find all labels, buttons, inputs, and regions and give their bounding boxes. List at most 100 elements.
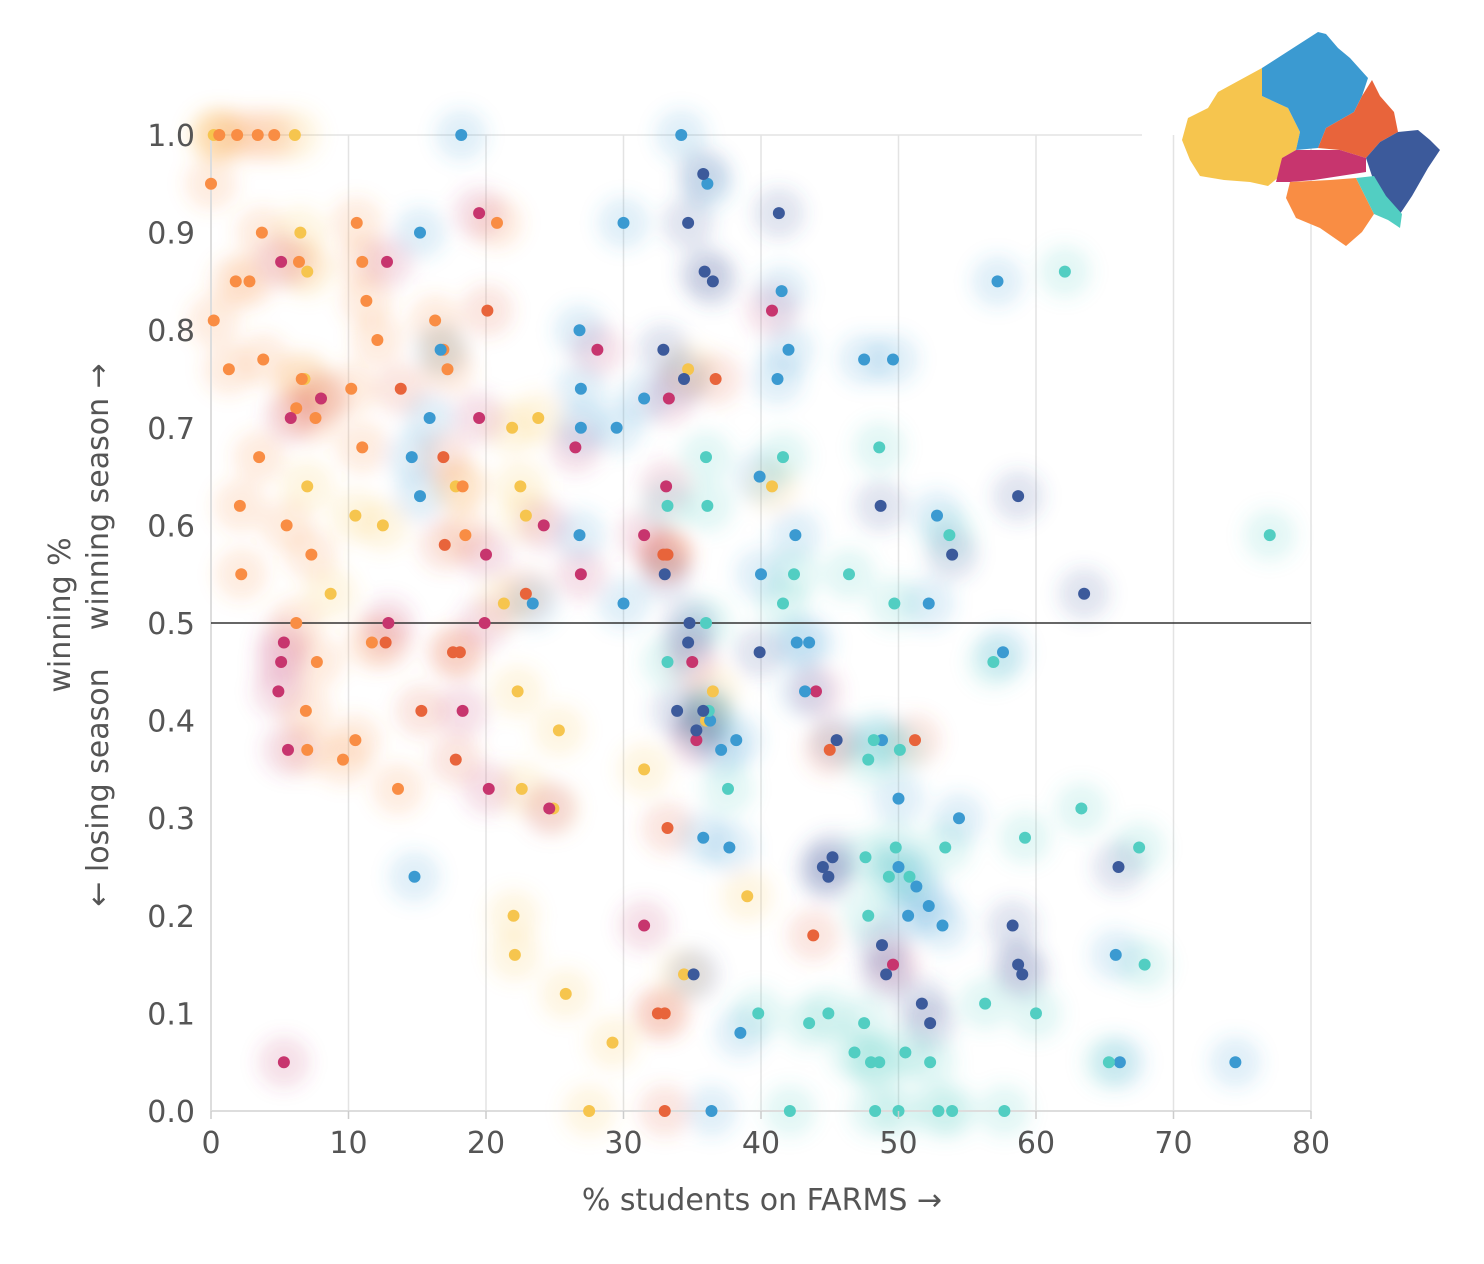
y-tick-label: 1.0 [147,119,195,154]
data-point [678,968,690,981]
y-tick-label: 0.8 [147,314,195,349]
x-axis-title: % students on FARMS → [582,1183,942,1218]
data-point [1030,1007,1042,1020]
data-point [715,743,728,756]
data-point [437,451,450,464]
data-point [997,646,1009,659]
data-point [690,734,703,747]
data-point [295,373,308,385]
data-point [922,597,935,610]
x-tick-label: 30 [604,1126,642,1161]
data-point [638,763,651,776]
data-point [222,363,235,376]
data-point [697,831,710,844]
data-point [771,373,784,385]
data-point [481,304,494,317]
data-point [277,1056,290,1069]
data-point [290,617,303,629]
data-point [706,275,719,288]
data-point [775,285,788,298]
data-point [790,636,803,649]
data-point [686,656,699,669]
data-point [305,548,318,561]
map-region-navy [1366,130,1440,214]
y-tick-label: 0.5 [147,607,195,642]
data-point [213,129,226,141]
region-map-inset [1182,32,1440,246]
data-point [394,382,407,395]
data-point [429,314,442,327]
y-tick-label: 0.7 [147,412,195,447]
data-point [610,421,623,434]
data-point [381,255,393,268]
data-point [810,685,822,698]
data-point [678,373,690,385]
y-tick-label: 0.9 [147,217,195,252]
data-point [660,548,673,561]
data-point [233,499,246,512]
data-point [591,343,604,356]
data-point [456,704,469,717]
data-point [473,207,486,220]
data-point [1006,919,1019,932]
data-point [1138,958,1151,971]
data-point [617,597,630,610]
data-point [876,734,888,747]
data-point [301,743,314,756]
data-point [777,451,789,464]
data-point [573,324,586,337]
data-point [324,587,337,600]
data-point [1113,1056,1126,1069]
data-point [559,987,572,1000]
data-point [887,958,899,971]
data-point [893,743,906,756]
data-point [755,568,767,581]
data-point [414,490,426,503]
y-tick-label: 0.4 [147,705,195,740]
data-point [766,480,778,493]
data-point [235,568,248,581]
data-point [207,314,220,327]
data-point [1078,587,1091,600]
data-point [376,519,389,532]
data-point [753,646,766,659]
data-point [638,529,651,542]
data-point [766,304,778,317]
data-point [574,421,587,434]
x-tick-label: 10 [329,1126,367,1161]
data-point [822,1007,835,1020]
data-point [1102,1056,1115,1069]
data-point [255,226,268,239]
data-point [777,597,789,610]
data-point [902,909,915,922]
data-point [753,470,766,483]
data-point [360,294,373,307]
data-point [1075,802,1088,815]
data-point [705,1105,718,1117]
data-point [309,412,322,425]
data-point [892,792,905,805]
data-point [606,1036,619,1049]
data-point [371,333,384,346]
data-point [830,734,843,747]
data-point [915,997,928,1010]
data-point [583,1105,596,1117]
data-point [690,724,703,737]
data-point [979,997,992,1010]
data-point [931,509,943,522]
data-point [253,451,266,464]
x-tick-label: 50 [879,1126,917,1161]
y-axis-title-group: winning % ← losing season winning season… [43,363,116,907]
x-tick-label: 0 [201,1126,220,1161]
data-point [706,685,719,698]
data-point [661,656,674,669]
data-point [638,392,651,405]
data-point [519,509,532,522]
data-point [251,129,264,141]
data-point [682,636,695,649]
map-region-yellow [1182,68,1300,186]
data-point [922,900,935,913]
data-point [392,782,404,795]
x-tick-label: 70 [1154,1126,1192,1161]
data-point [275,656,288,669]
